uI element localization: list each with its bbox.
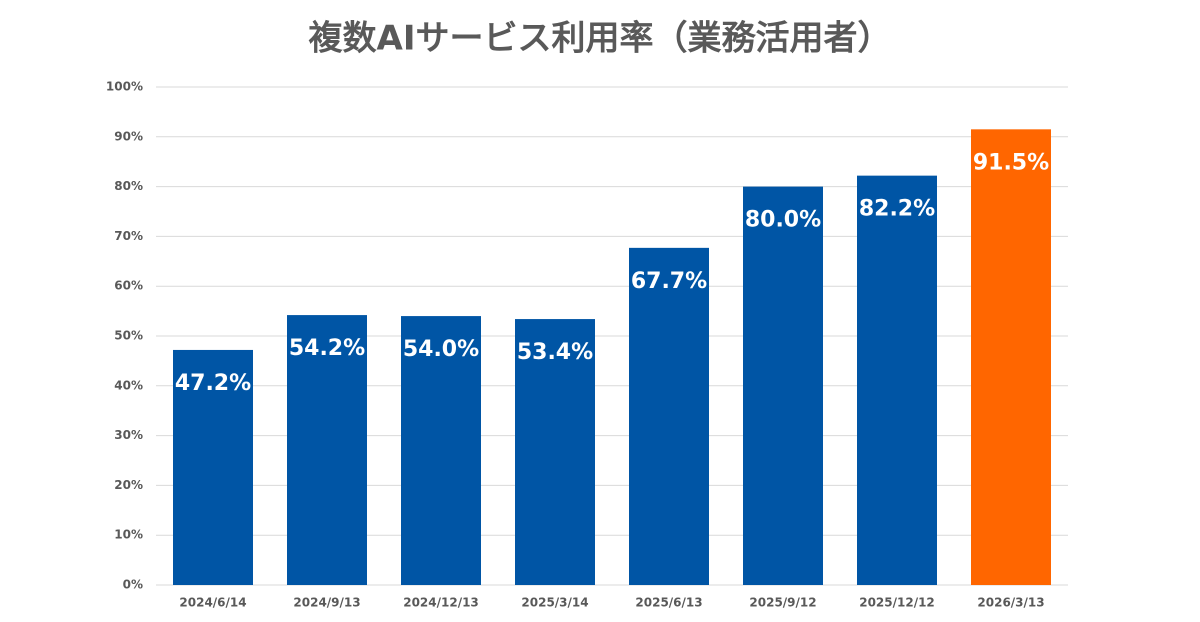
y-tick-label: 60% [114, 279, 143, 293]
x-tick-label: 2025/3/14 [521, 596, 588, 610]
x-tick-label: 2024/6/14 [179, 596, 246, 610]
bar [629, 247, 709, 585]
y-tick-label: 90% [114, 129, 143, 143]
value-label: 54.0% [403, 337, 479, 362]
x-tick-label: 2025/6/13 [635, 596, 702, 610]
y-tick-label: 0% [123, 578, 143, 592]
value-label: 47.2% [175, 371, 251, 396]
y-tick-label: 10% [114, 528, 143, 542]
bar [401, 316, 481, 585]
x-tick-label: 2025/9/12 [749, 596, 816, 610]
value-label: 91.5% [973, 150, 1049, 175]
bar [515, 319, 595, 585]
y-tick-label: 100% [106, 80, 143, 94]
bar [173, 349, 253, 585]
bar [971, 129, 1051, 585]
y-tick-label: 30% [114, 428, 143, 442]
y-tick-label: 20% [114, 478, 143, 492]
x-tick-label: 2026/3/13 [977, 596, 1044, 610]
bar [857, 175, 937, 586]
x-tick-label: 2025/12/12 [859, 596, 935, 610]
y-tick-label: 40% [114, 378, 143, 392]
bar [287, 315, 367, 585]
x-tick-label: 2024/9/13 [293, 596, 360, 610]
value-label: 80.0% [745, 208, 821, 233]
value-label: 53.4% [517, 340, 593, 365]
chart-title: 複数AIサービス利用率（業務活用者） [309, 19, 892, 59]
y-tick-label: 50% [114, 329, 143, 343]
x-tick-label: 2024/12/13 [403, 596, 479, 610]
y-tick-label: 80% [114, 179, 143, 193]
value-label: 67.7% [631, 269, 707, 294]
value-label: 54.2% [289, 336, 365, 361]
y-tick-label: 70% [114, 229, 143, 243]
bar [743, 186, 823, 585]
value-label: 82.2% [859, 197, 935, 222]
